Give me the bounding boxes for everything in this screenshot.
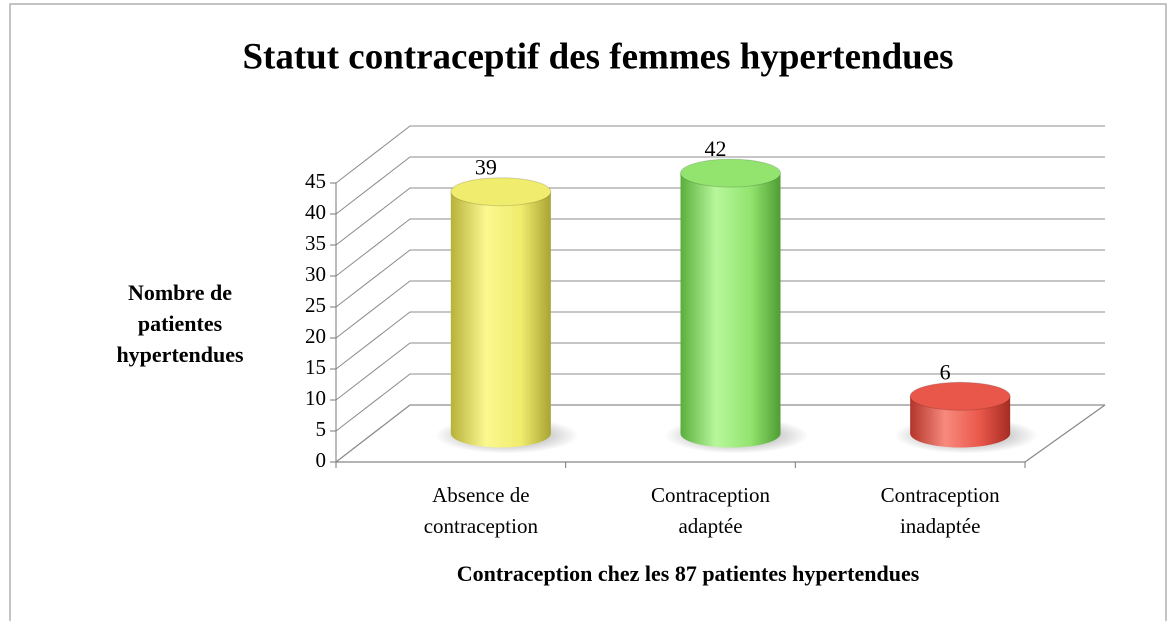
y-tick-label: 5 xyxy=(316,417,327,441)
y-tick-label: 35 xyxy=(305,231,326,255)
data-label: 42 xyxy=(705,136,727,161)
grid-line xyxy=(335,125,1105,184)
bar-top xyxy=(909,381,1011,411)
y-tick-label: 15 xyxy=(305,355,326,379)
data-label: 6 xyxy=(940,359,951,384)
x-tick-label: Absence de contraception xyxy=(424,483,539,538)
grid-line xyxy=(335,249,1105,308)
y-axis-title: patientes xyxy=(138,311,223,336)
bar-top xyxy=(450,177,552,207)
grid-line xyxy=(335,218,1105,277)
y-tick-label: 45 xyxy=(305,169,326,193)
chart-title: Statut contraceptif des femmes hypertend… xyxy=(242,36,953,77)
grid-line xyxy=(335,187,1105,246)
bar-top xyxy=(680,158,781,188)
y-tick-label: 30 xyxy=(305,262,326,286)
x-tick-label: Contraception adaptée xyxy=(651,483,770,538)
y-tick-label: 40 xyxy=(305,200,326,224)
grid-line xyxy=(335,404,1105,463)
grid-line xyxy=(335,280,1105,339)
y-tick-label: 0 xyxy=(316,448,327,472)
y-tick-label: 25 xyxy=(305,293,326,317)
grid-line xyxy=(335,156,1105,215)
grid-line xyxy=(335,311,1105,370)
y-axis-title: Nombre de xyxy=(128,280,232,305)
y-tick-label: 20 xyxy=(305,324,326,348)
chart-frame xyxy=(9,3,1167,621)
grid-line xyxy=(335,342,1105,401)
y-axis-title: hypertendues xyxy=(116,342,244,367)
bar xyxy=(680,173,781,434)
x-axis-title: Contraception chez les 87 patientes hype… xyxy=(457,561,920,586)
bar xyxy=(450,191,551,434)
grid-line xyxy=(335,373,1105,432)
data-label: 39 xyxy=(475,155,497,180)
x-tick-label: Contraception inadaptée xyxy=(881,483,1000,538)
y-tick-label: 10 xyxy=(305,386,326,410)
